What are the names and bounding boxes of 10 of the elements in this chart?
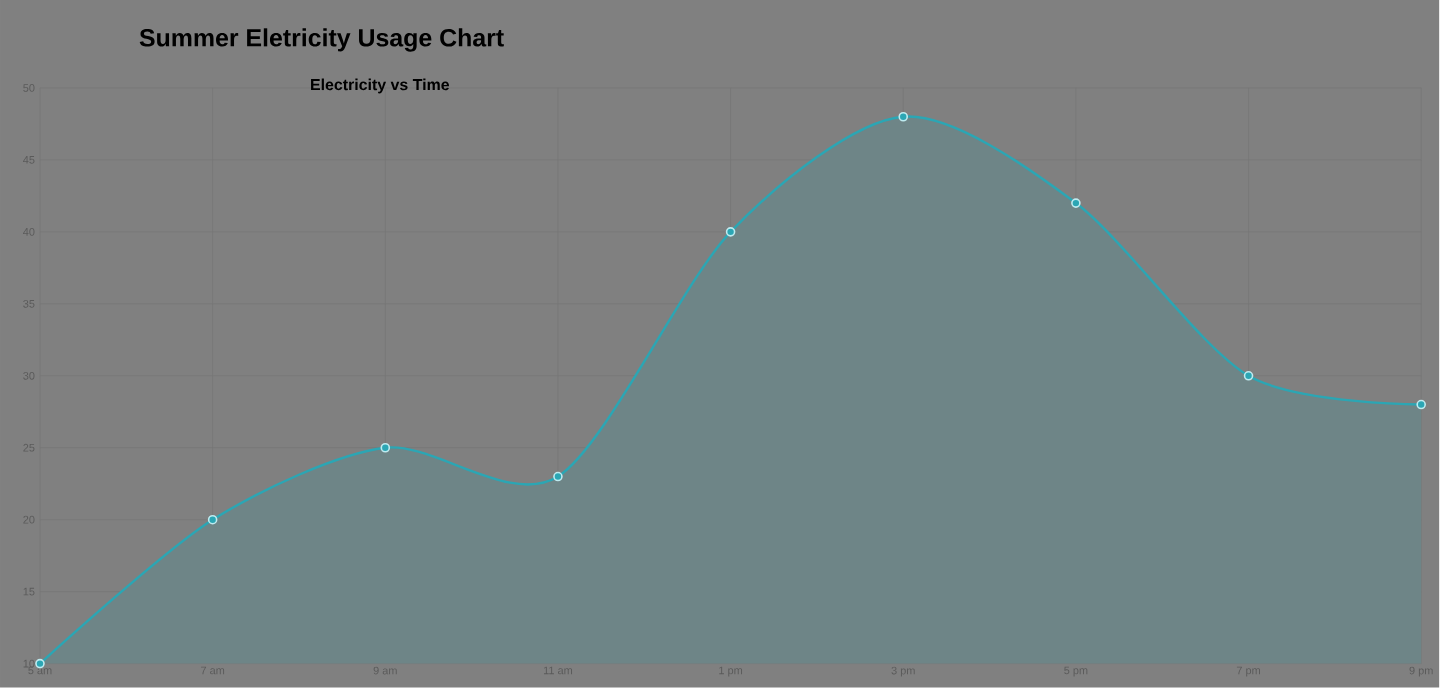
point [35, 659, 45, 669]
point [380, 443, 391, 453]
point [898, 112, 909, 122]
chart-title: Summer Eletricity Usage Chart [139, 28, 504, 52]
point [553, 471, 563, 482]
point [1243, 371, 1254, 381]
point [207, 515, 218, 525]
point [725, 227, 736, 237]
point [1071, 198, 1081, 209]
point [1416, 399, 1426, 410]
